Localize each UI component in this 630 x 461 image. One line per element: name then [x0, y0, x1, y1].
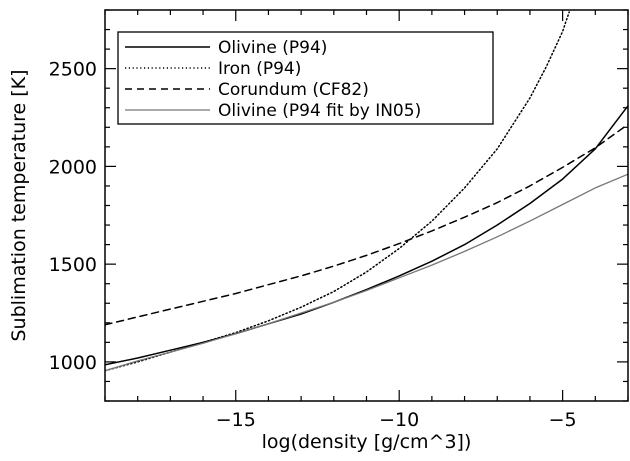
series-line-0: [105, 105, 628, 366]
legend-label-1: Iron (P94): [218, 59, 301, 79]
x-tick-label: −5: [549, 409, 577, 431]
x-axis-label: log(density [g/cm^3]): [262, 431, 472, 453]
x-tick-label: −15: [216, 409, 256, 431]
series-line-2: [105, 123, 628, 326]
legend-label-3: Olivine (P94 fit by IN05): [218, 101, 421, 121]
y-axis-label: Sublimation temperature [K]: [8, 69, 30, 341]
series-line-3: [105, 173, 628, 372]
y-tick-label: 1000: [49, 352, 97, 374]
legend: Olivine (P94)Iron (P94)Corundum (CF82)Ol…: [117, 31, 494, 125]
y-tick-label: 1500: [49, 254, 97, 276]
x-tick-label: −10: [379, 409, 419, 431]
legend-label-0: Olivine (P94): [218, 38, 327, 58]
legend-label-2: Corundum (CF82): [218, 80, 369, 100]
series-group: [105, 11, 628, 372]
y-tick-label: 2500: [49, 59, 97, 81]
y-tick-label: 2000: [49, 156, 97, 178]
